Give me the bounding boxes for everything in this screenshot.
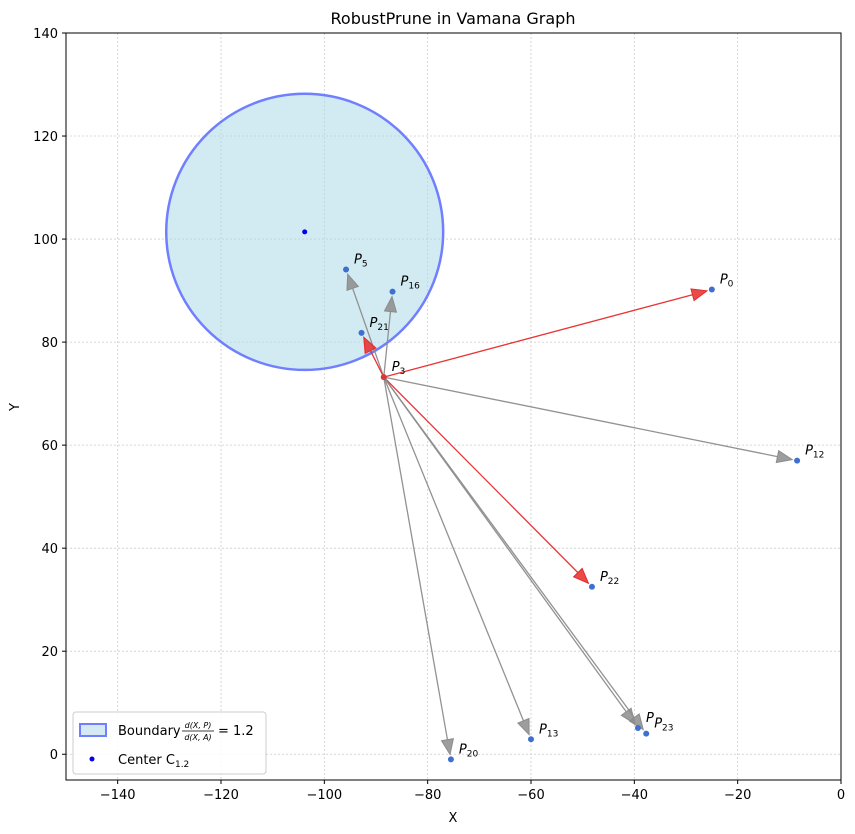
legend-formula-value: = 1.2: [218, 724, 254, 739]
y-tick-label: 120: [33, 130, 58, 145]
edge-arrowhead: [383, 295, 398, 313]
edge-arrowhead: [517, 717, 530, 736]
y-tick-label: 60: [41, 439, 58, 454]
y-tick-label: 100: [33, 233, 58, 248]
edge-kept: [383, 294, 693, 378]
y-axis-label: Y: [8, 403, 23, 412]
y-axis-ticks: 0 20 40 60 80 100 120 140: [33, 27, 66, 763]
edge-arrowhead: [363, 336, 377, 355]
edges-layer: [346, 272, 794, 756]
legend-boundary-swatch: [79, 723, 107, 737]
legend-box: [72, 711, 267, 775]
point-label: P13: [539, 722, 558, 739]
x-tick-label: −120: [203, 788, 239, 803]
legend-center-marker: [89, 756, 95, 762]
y-tick-label: 40: [41, 542, 58, 557]
data-point: [343, 266, 350, 273]
data-point: [528, 736, 534, 743]
edge-arrowhead: [775, 449, 794, 464]
edge-arrowhead: [572, 567, 590, 585]
point-labels-layer: P0 P5 P16 P21 P12 P22 P20 P13 P P23 P3: [354, 252, 824, 759]
grid: [66, 32, 842, 780]
data-point: [643, 730, 650, 737]
point-label: P0: [720, 273, 734, 290]
x-tick-label: −40: [621, 788, 648, 803]
data-point: [708, 286, 715, 293]
y-tick-label: 0: [50, 748, 58, 763]
x-tick-label: −100: [306, 788, 342, 803]
x-tick-label: −140: [100, 788, 136, 803]
y-tick-label: 140: [33, 27, 58, 42]
edge-pruned: [352, 288, 385, 378]
edge-arrowhead: [346, 272, 360, 292]
point-label: P12: [805, 444, 824, 461]
y-tick-label: 80: [41, 336, 58, 351]
data-point: [588, 583, 595, 590]
point-label: P: [646, 711, 654, 726]
legend-boundary-label: Boundary: [118, 724, 181, 739]
point-label: P21: [370, 316, 389, 333]
edge-kept: [383, 376, 579, 574]
edge-pruned: [383, 376, 635, 718]
edge-pruned: [383, 376, 778, 458]
edge-arrowhead: [690, 288, 709, 302]
point-label: P3: [392, 360, 406, 377]
legend: Boundary d(X, P) d(X, A) = 1.2 Center C1…: [72, 711, 267, 775]
x-tick-label: −20: [724, 788, 751, 803]
point-label: P16: [401, 275, 421, 292]
x-axis-label: X: [449, 811, 458, 826]
legend-formula-numerator: d(X, P): [185, 721, 212, 730]
edge-pruned: [383, 311, 392, 378]
x-tick-label: −60: [517, 788, 544, 803]
edge-arrowhead: [440, 738, 455, 756]
point-label: P22: [600, 570, 619, 587]
point-label: P23: [654, 717, 673, 734]
points-layer: [302, 229, 801, 763]
circle-center-point: [302, 229, 308, 235]
data-point: [447, 756, 454, 763]
x-tick-label: 0: [837, 788, 845, 803]
legend-formula-denominator: d(X, A): [184, 733, 211, 742]
data-point: [634, 724, 641, 731]
source-point: [380, 374, 387, 381]
point-label: P20: [459, 742, 479, 759]
point-label: P5: [354, 252, 368, 269]
edge-pruned: [383, 376, 525, 722]
plot-frame: [65, 32, 842, 781]
data-point: [358, 329, 365, 336]
x-axis-ticks: −140 −120 −100 −80 −60 −40 −20 0: [100, 780, 845, 803]
y-tick-label: 20: [41, 645, 58, 660]
legend-center-label: Center C1.2: [118, 753, 189, 770]
x-tick-label: −80: [414, 788, 441, 803]
data-point: [389, 288, 396, 295]
data-point: [794, 457, 801, 464]
edge-kept: [369, 350, 385, 378]
chart-title: RobustPrune in Vamana Graph: [331, 9, 576, 28]
edge-pruned: [383, 377, 449, 740]
